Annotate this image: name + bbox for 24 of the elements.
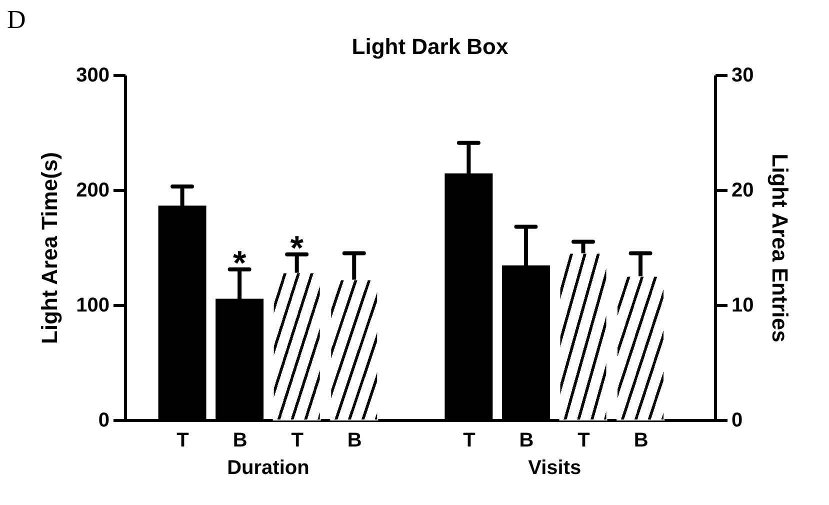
y2-tick-label: 10 <box>732 294 754 316</box>
x-tick-label: B <box>519 430 534 452</box>
x-tick-label: T <box>578 430 590 452</box>
chart-title: Light Dark Box <box>352 34 509 59</box>
y2-tick-label: 20 <box>732 180 754 202</box>
y-tick-label: 100 <box>76 294 110 316</box>
data-label: * <box>290 229 304 268</box>
x-tick-label: B <box>634 430 648 452</box>
y2-tick-label: 30 <box>732 64 754 86</box>
y2-tick-label: 0 <box>732 410 743 432</box>
x-tick-label: T <box>176 430 189 452</box>
text: D <box>7 5 26 34</box>
y-tick-label: 300 <box>76 64 110 86</box>
series-label: Visits <box>528 457 582 479</box>
data-label: * <box>232 244 247 282</box>
y-axis-title: Light Area Time(s) <box>37 152 62 344</box>
y-tick-label: 200 <box>76 180 110 202</box>
y-tick-label: 0 <box>98 410 110 432</box>
series-label: Duration <box>227 457 310 479</box>
x-tick-label: T <box>463 430 476 452</box>
x-tick-label: B <box>232 430 248 452</box>
y2-axis-title: Light Area Entries <box>768 154 793 342</box>
x-tick-label: T <box>291 430 304 452</box>
x-tick-label: B <box>347 430 362 452</box>
